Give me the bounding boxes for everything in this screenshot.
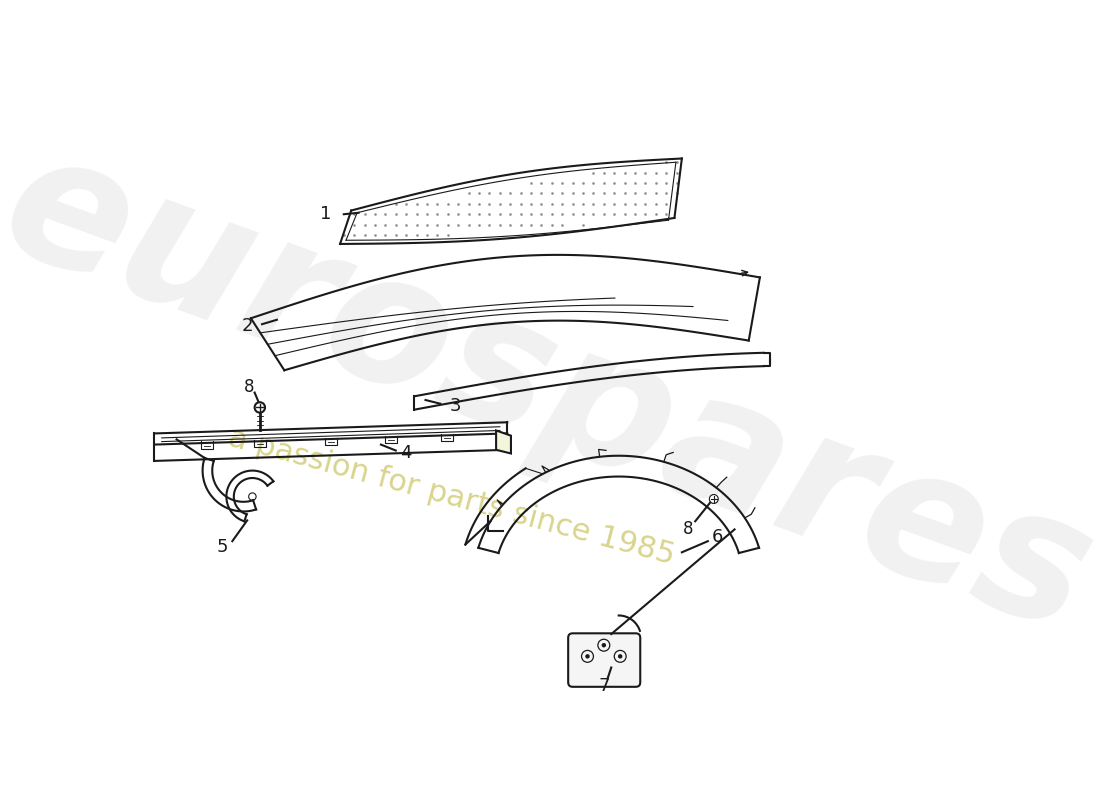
Text: a passion for parts since 1985: a passion for parts since 1985: [226, 423, 678, 570]
Circle shape: [618, 654, 623, 658]
Text: 5: 5: [217, 538, 229, 556]
Text: 8: 8: [682, 520, 693, 538]
Polygon shape: [496, 430, 512, 454]
Text: 4: 4: [399, 445, 411, 462]
FancyBboxPatch shape: [569, 634, 640, 687]
Text: 6: 6: [712, 529, 723, 546]
Text: 3: 3: [450, 397, 461, 415]
Text: 7: 7: [598, 677, 609, 695]
Circle shape: [602, 643, 606, 647]
Circle shape: [585, 654, 590, 658]
Text: 8: 8: [244, 378, 255, 396]
Text: eurospares: eurospares: [0, 114, 1100, 670]
Text: 2: 2: [241, 317, 253, 334]
Text: 1: 1: [319, 206, 331, 223]
